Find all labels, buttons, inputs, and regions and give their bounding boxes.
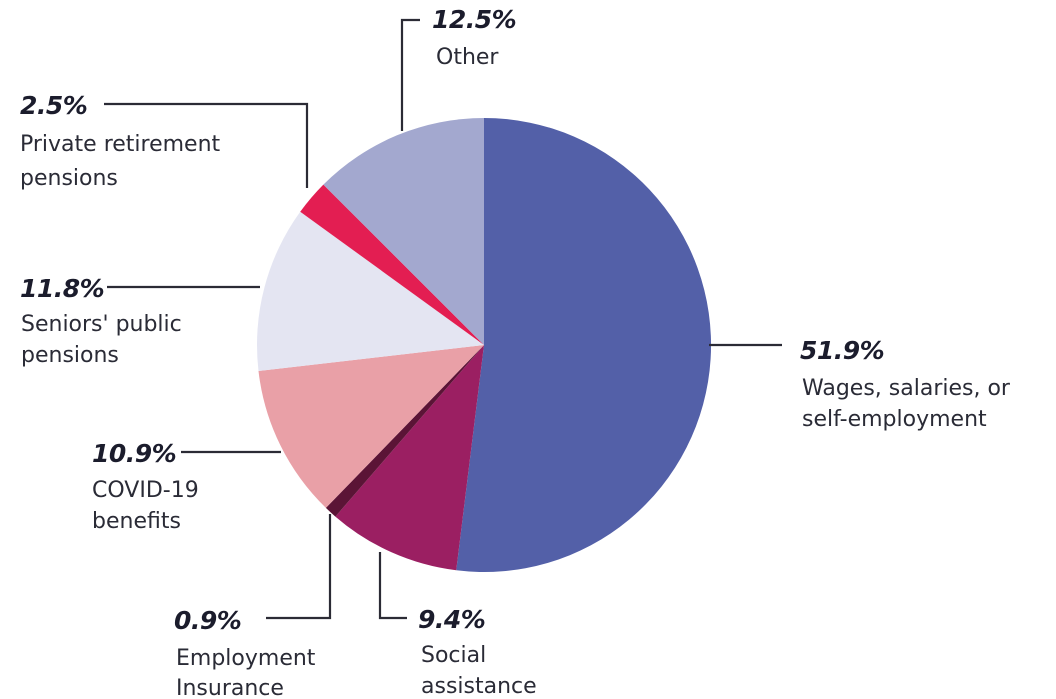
category-label-social-line2: assistance — [421, 674, 537, 699]
category-label-seniors-line1: Seniors' public — [21, 312, 182, 337]
leader-line-social — [378, 552, 407, 620]
value-label-seniors: 11.8% — [20, 274, 104, 303]
value-label-covid: 10.9% — [92, 439, 176, 468]
value-label-private: 2.5% — [20, 91, 87, 120]
leader-line-ei — [266, 514, 332, 620]
label-social: 9.4% Social assistance — [418, 605, 537, 699]
pie-slice-ei — [325, 345, 484, 517]
pie-slice-seniors — [256, 211, 484, 371]
category-label-seniors-line2: pensions — [21, 343, 119, 368]
pie-slice-wages — [456, 117, 712, 573]
pie-slice-social — [335, 345, 484, 571]
category-label-covid-line1: COVID-19 — [92, 478, 199, 503]
pie-slices — [256, 117, 712, 573]
label-private: 2.5% Private retirement pensions — [20, 91, 221, 191]
value-label-wages: 51.9% — [800, 336, 884, 365]
pie-slice-private — [300, 184, 484, 345]
category-label-ei-line2: Insurance — [176, 676, 284, 699]
category-label-wages-line1: Wages, salaries, or — [802, 376, 1011, 401]
label-covid: 10.9% COVID-19 benefits — [92, 439, 199, 534]
label-other: 12.5% Other — [432, 5, 517, 70]
leader-lines — [104, 18, 782, 620]
category-label-social-line1: Social — [421, 643, 486, 668]
label-seniors: 11.8% Seniors' public pensions — [20, 274, 182, 368]
category-label-wages-line2: self-employment — [802, 407, 987, 432]
category-label-other-line1: Other — [436, 45, 499, 70]
pie-slice-other — [323, 118, 484, 345]
category-label-private-line2: pensions — [20, 166, 118, 191]
category-label-covid-line2: benefits — [92, 509, 181, 534]
leader-line-other — [400, 18, 420, 131]
pie-slice-covid — [258, 345, 484, 508]
value-label-ei: 0.9% — [174, 606, 241, 635]
label-wages: 51.9% Wages, salaries, or self-employmen… — [800, 336, 1011, 432]
value-label-other: 12.5% — [432, 5, 516, 34]
category-label-ei-line1: Employment — [176, 646, 316, 671]
value-label-social: 9.4% — [418, 605, 485, 634]
label-ei: 0.9% Employment Insurance — [174, 606, 316, 699]
category-label-private-line1: Private retirement — [20, 132, 221, 157]
leader-line-private — [104, 102, 309, 188]
